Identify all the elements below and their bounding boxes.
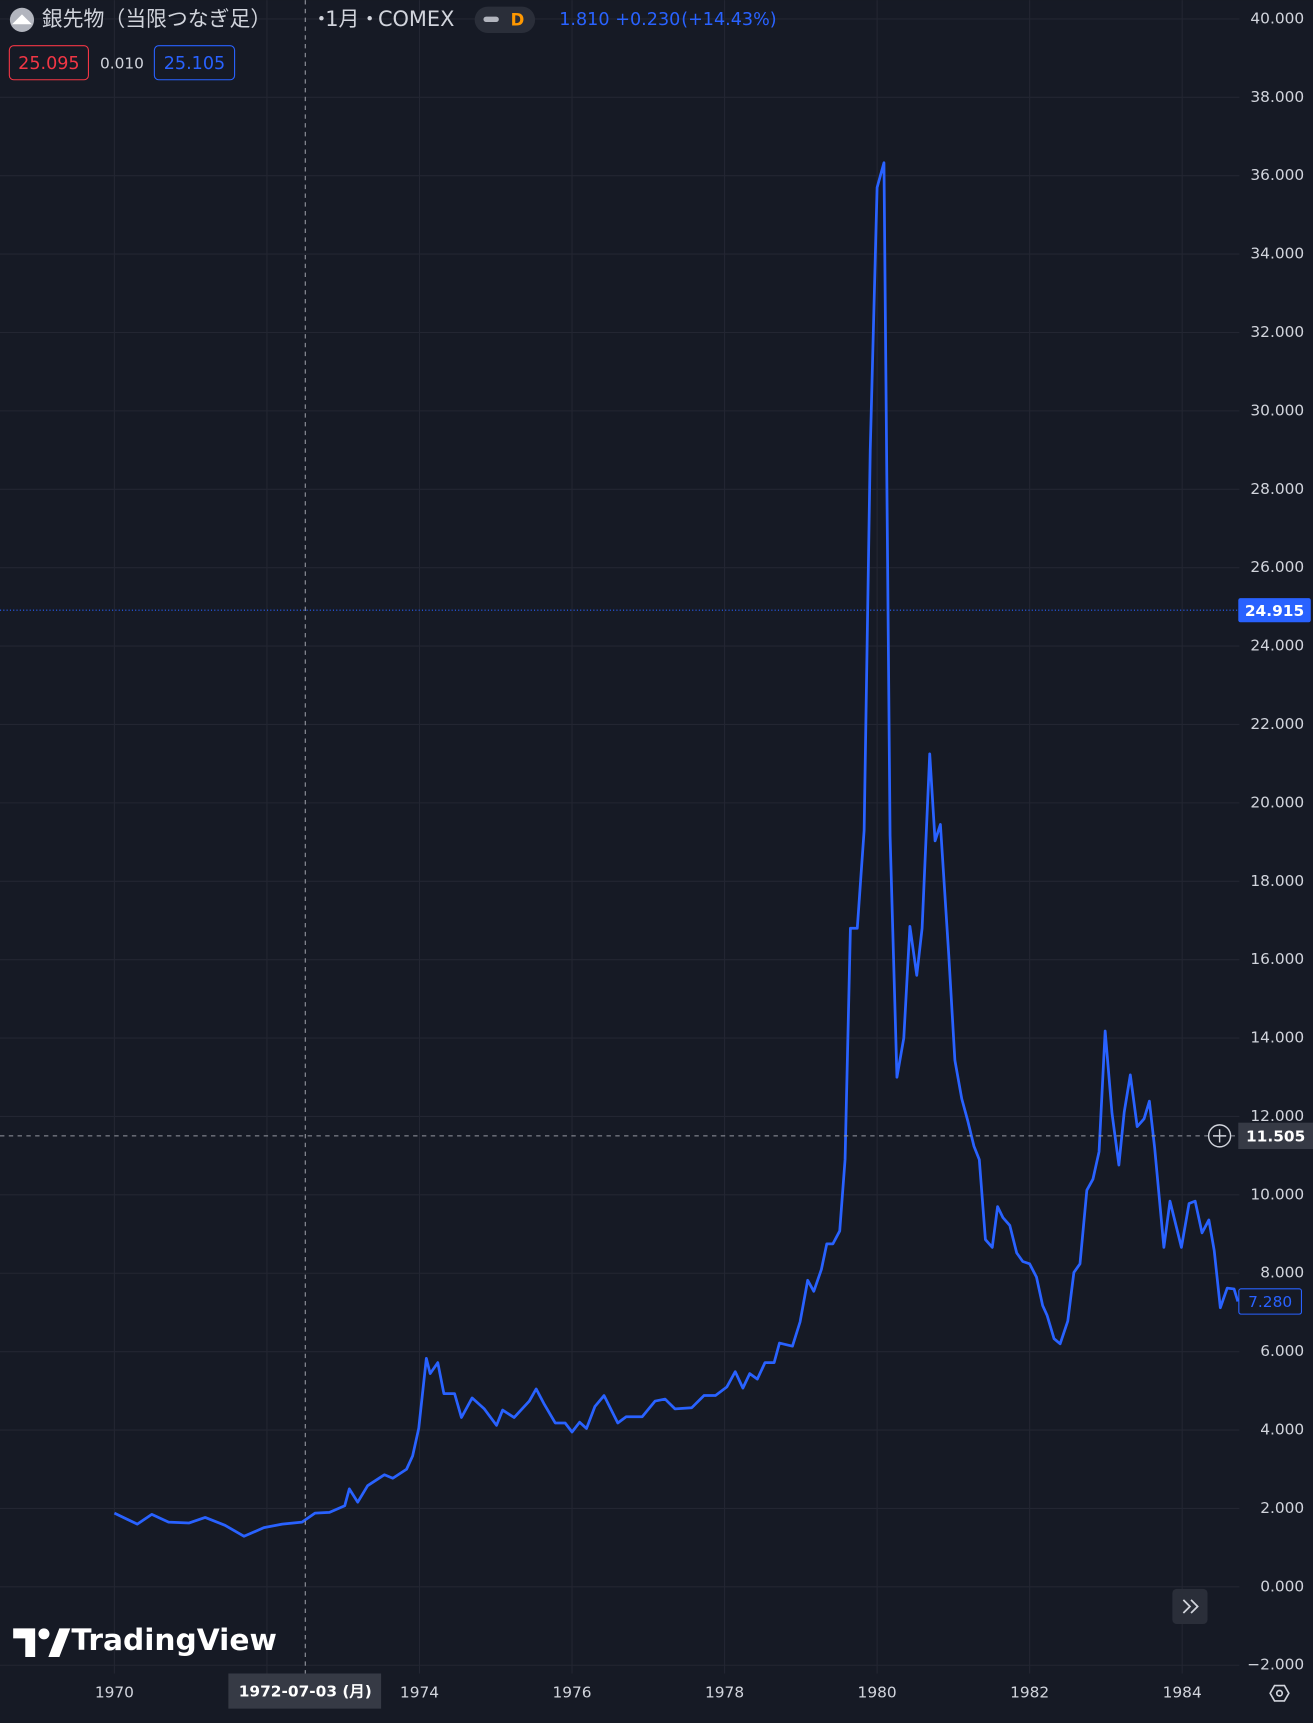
y-tick-label: 32.000	[1250, 323, 1304, 341]
y-tick-label: 24.000	[1250, 637, 1304, 655]
ask-box[interactable]	[153, 45, 236, 81]
price-line-series	[113, 161, 1240, 1538]
x-tick-label: 1980	[858, 1684, 897, 1702]
y-tick-label: −2.000	[1247, 1656, 1304, 1674]
crosshair-x-tag	[228, 1673, 382, 1709]
plot	[113, 161, 1240, 1538]
y-tick-label: 8.000	[1260, 1264, 1304, 1282]
y-tick-label: 14.000	[1250, 1029, 1304, 1047]
x-tick-label: 1974	[400, 1684, 439, 1702]
y-tick-label: 30.000	[1250, 401, 1304, 419]
symbol-icon-glyph	[12, 14, 32, 25]
bid[interactable]: 25.095	[18, 54, 79, 74]
crosshair-y-label: 11.505	[1246, 1127, 1305, 1145]
y-tick-label: 4.000	[1260, 1421, 1304, 1439]
separator: ・	[359, 7, 380, 31]
y-tick-label: 6.000	[1260, 1342, 1304, 1360]
brand-logo	[13, 1628, 71, 1657]
bid-box[interactable]	[8, 45, 89, 81]
change-pct: (+14.43%)	[681, 10, 776, 30]
interval[interactable]: 1月	[325, 7, 359, 31]
y-tick-label: 16.000	[1250, 950, 1304, 968]
x-tick-label: 1976	[552, 1684, 591, 1702]
y-tick-label: 28.000	[1250, 480, 1304, 498]
symbol-title[interactable]: 銀先物（当限つなぎ足）	[42, 7, 271, 31]
badge-toggle	[483, 16, 499, 23]
y-tick-label: 0.000	[1260, 1577, 1304, 1595]
exchange: COMEX	[378, 7, 454, 31]
scroll-icon	[1182, 1599, 1199, 1614]
badge-label: D	[511, 10, 525, 29]
settings-button[interactable]	[1269, 1684, 1290, 1702]
badge[interactable]	[474, 6, 536, 34]
settings-icon	[1275, 1689, 1284, 1697]
y-tick-label: 18.000	[1250, 872, 1304, 890]
y-tick-label: 26.000	[1250, 558, 1304, 576]
x-tick-label: 1970	[95, 1684, 134, 1702]
last-price-tag	[1238, 598, 1311, 623]
x-tick-label: 1978	[705, 1684, 744, 1702]
spread: 0.010	[100, 54, 144, 72]
y-tick-label: 38.000	[1250, 88, 1304, 106]
crosshair-y-tag	[1238, 1122, 1313, 1150]
separator: ・	[311, 7, 332, 31]
last-price-label: 24.915	[1245, 602, 1304, 620]
brand-name: TradingView	[71, 1622, 276, 1657]
x-tick-label: 1982	[1010, 1684, 1049, 1702]
y-tick-label: 36.000	[1250, 166, 1304, 184]
change: +0.230	[615, 10, 680, 30]
y-tick-label: 10.000	[1250, 1185, 1304, 1203]
x-tick-label: 1984	[1163, 1684, 1202, 1702]
last-value: 1.810	[559, 10, 609, 30]
y-tick-label: 20.000	[1250, 793, 1304, 811]
y-tick-label: 34.000	[1250, 245, 1304, 263]
y-tick-label: 2.000	[1260, 1499, 1304, 1517]
y-tick-label: 22.000	[1250, 715, 1304, 733]
crosshair-x-label: 1972-07-03 (月)	[239, 1683, 372, 1701]
last-value-label: 7.280	[1248, 1293, 1292, 1311]
y-tick-label: 40.000	[1250, 9, 1304, 27]
last-value-tag	[1238, 1288, 1303, 1315]
grid	[0, 0, 1240, 1674]
add-alert-icon	[1213, 1129, 1227, 1143]
ask[interactable]: 25.105	[164, 54, 225, 74]
y-tick-label: 12.000	[1250, 1107, 1304, 1125]
